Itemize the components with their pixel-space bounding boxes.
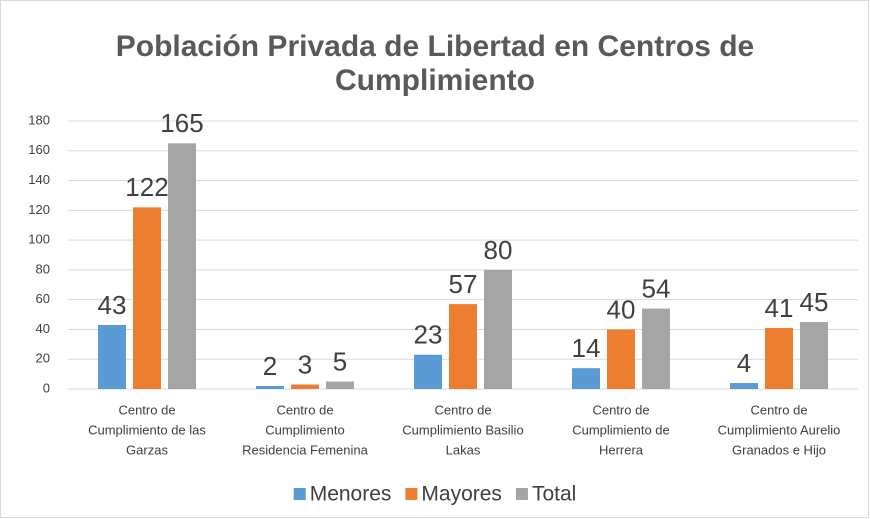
y-tick-label: 120 bbox=[28, 202, 50, 217]
y-tick-label: 20 bbox=[36, 351, 50, 366]
data-label: 43 bbox=[98, 290, 127, 320]
legend-label: Total bbox=[532, 483, 576, 506]
bar bbox=[607, 329, 635, 389]
bar bbox=[730, 383, 758, 389]
bar bbox=[326, 381, 354, 389]
y-tick-label: 140 bbox=[28, 172, 50, 187]
data-label: 3 bbox=[298, 349, 312, 379]
data-label: 122 bbox=[125, 172, 168, 202]
bar bbox=[572, 368, 600, 389]
data-label: 41 bbox=[765, 293, 794, 323]
bar bbox=[256, 386, 284, 389]
x-tick-label: Centro de bbox=[118, 402, 175, 417]
y-tick-label: 100 bbox=[28, 232, 50, 247]
data-label: 54 bbox=[642, 273, 671, 303]
bar bbox=[133, 207, 161, 389]
data-label: 4 bbox=[737, 348, 751, 378]
bar bbox=[291, 384, 319, 389]
legend-label: Mayores bbox=[421, 483, 502, 506]
x-tick-label: Centro de bbox=[276, 402, 333, 417]
y-tick-label: 60 bbox=[36, 291, 50, 306]
x-tick-label: Lakas bbox=[446, 442, 481, 457]
x-tick-label: Cumplimiento de bbox=[572, 422, 670, 437]
bar bbox=[800, 322, 828, 389]
data-label: 57 bbox=[449, 269, 478, 299]
bar bbox=[414, 354, 442, 389]
y-tick-label: 0 bbox=[43, 380, 50, 395]
data-label: 5 bbox=[333, 346, 347, 376]
legend-swatch bbox=[515, 488, 528, 500]
data-label: 2 bbox=[263, 351, 277, 381]
x-tick-label: Centro de bbox=[592, 402, 649, 417]
x-tick-label: Centro de bbox=[750, 402, 807, 417]
y-tick-label: 180 bbox=[28, 112, 50, 127]
legend-swatch bbox=[405, 488, 418, 500]
x-tick-label: Garzas bbox=[126, 442, 168, 457]
y-tick-label: 80 bbox=[36, 261, 50, 276]
x-tick-label: Granados e Hijo bbox=[732, 442, 826, 457]
data-label: 40 bbox=[607, 294, 636, 324]
legend-swatch bbox=[293, 488, 306, 500]
bar bbox=[98, 324, 126, 389]
x-tick-label: Herrera bbox=[599, 442, 644, 457]
y-tick-label: 40 bbox=[36, 321, 50, 336]
bar bbox=[449, 304, 477, 389]
x-tick-label: Cumplimiento de las bbox=[88, 422, 206, 437]
x-tick-label: Residencia Femenina bbox=[242, 442, 369, 457]
bar bbox=[642, 308, 670, 389]
bar bbox=[484, 269, 512, 389]
x-tick-label: Cumplimiento Basilio bbox=[402, 422, 523, 437]
x-tick-label: Centro de bbox=[434, 402, 491, 417]
data-label: 165 bbox=[160, 108, 203, 138]
y-tick-label: 160 bbox=[28, 142, 50, 157]
data-label: 80 bbox=[484, 235, 513, 265]
data-label: 14 bbox=[572, 333, 601, 363]
chart-title: Población Privada de Libertad en Centros… bbox=[115, 30, 755, 97]
x-tick-label: Cumplimiento Aurelio bbox=[718, 422, 841, 437]
x-tick-label: Cumplimiento bbox=[265, 422, 344, 437]
legend-label: Menores bbox=[310, 483, 392, 506]
data-label: 45 bbox=[800, 287, 829, 317]
bar bbox=[168, 143, 196, 389]
data-label: 23 bbox=[414, 320, 443, 350]
bar bbox=[765, 327, 793, 389]
